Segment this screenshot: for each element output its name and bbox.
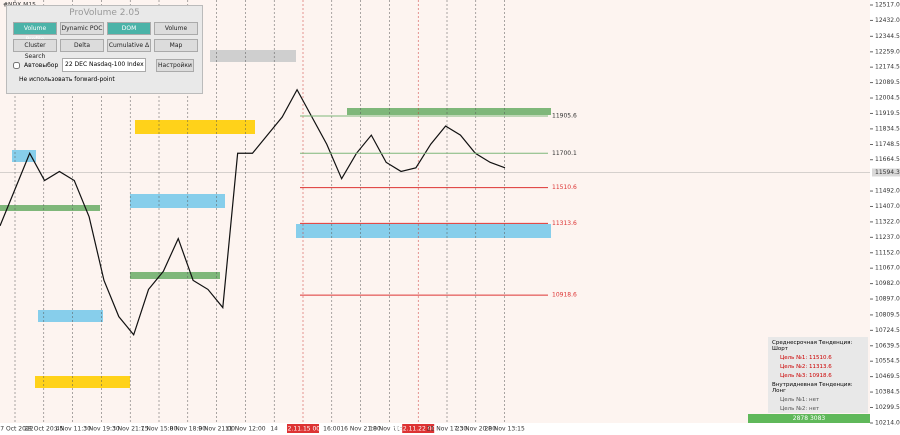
level-label: 11905.6 [552,112,577,119]
price-label: 12344.5 [875,33,900,40]
panel-button[interactable]: Volume Profile [13,22,57,43]
zone [130,194,225,208]
panel-button[interactable]: Delta [60,39,104,52]
time-label: 9 Nov 21:00 [198,426,235,433]
time-highlight [402,424,435,433]
price-label: 11748.5 [875,141,900,148]
info-line: Цель №1: нет [780,397,820,403]
price-label: 11237.0 [875,234,900,241]
zone [12,150,36,162]
info-box: Среднесрочная Тенденция: Шорт Цель №1: 11… [768,337,868,413]
price-label: 10639.5 [875,342,900,349]
panel-button[interactable]: Map [154,39,198,52]
price-label: 11919.5 [875,110,900,117]
info-line: Цель №3: 10918.6 [780,373,832,379]
price-label: 12174.5 [875,64,900,71]
time-label: 16:00 [323,426,340,433]
time-label: 21 Nov 17:30 [427,426,468,433]
time-label: 7 Nov 15:00 [141,426,178,433]
time-label: 28 Oct 20:45 [24,426,63,433]
price-label: 10384.5 [875,389,900,396]
time-label: 14 [270,426,278,433]
time-label: 2022.11.15 00:00 [276,426,330,433]
price-line [0,88,506,337]
time-axis-bg [0,423,870,435]
panel-button[interactable]: Dynamic POC [60,22,104,35]
price-axis-bg [870,0,900,435]
level-label: 10918.6 [552,292,577,299]
price-label: 11664.5 [875,156,900,163]
info-line: Среднесрочная Тенденция: Шорт [772,340,853,352]
panel-note: Не использовать forward-point [19,76,115,83]
zone [0,205,100,211]
time-label: 18 Nov 11:00 [369,426,410,433]
price-label: 12259.0 [875,48,900,55]
time-highlight [287,424,319,433]
price-label: 11067.0 [875,265,900,272]
zone [210,50,296,62]
time-label: 2022.11.22 00:00 [391,426,445,433]
current-price-box [872,168,900,177]
auto-checkbox[interactable] [13,61,20,69]
level-label: 11700.1 [552,150,577,157]
instrument-input[interactable]: 22 DEC Nasdaq-100 Index [62,58,146,72]
info-line: Цель №1: 11510.6 [780,355,832,361]
panel-title: ProVolume 2.05 [69,8,140,18]
price-label: 10724.5 [875,327,900,334]
time-label: 8 Nov 18:00 [169,426,206,433]
time-label: 11 Nov 12:00 [225,426,266,433]
level-label: 11313.6 [552,220,577,227]
zone [296,224,551,238]
price-label: 12517.0 [875,2,900,9]
price-label: 10299.5 [875,404,900,411]
price-label: 11322.0 [875,218,900,225]
info-line: Цель №2: нет [780,406,820,412]
info-line: Внутридневная Тенденция: Лонг [772,382,853,394]
price-label: 11492.0 [875,188,900,195]
info-line: Цель №2: 11313.6 [780,364,832,370]
current-price-label: 11594.3 [875,169,900,176]
checkbox-label: Автовыбор [24,61,59,69]
price-label: 12089.5 [875,79,900,86]
panel-button[interactable]: Volume [154,22,198,35]
price-label: 10554.5 [875,358,900,365]
zone [347,108,551,115]
price-label: 10809.5 [875,311,900,318]
zone [130,272,220,279]
time-label: 16 Nov 21:00 [340,426,381,433]
time-label: 27 Oct 2022 [0,426,34,433]
time-label: 28 Nov 13:15 [484,426,525,433]
level-label: 11510.6 [552,184,577,191]
price-label: 10897.0 [875,296,900,303]
panel-button[interactable]: Cumulative Δ [107,39,151,52]
settings-button[interactable]: Настройки [156,58,194,72]
time-label: 3 Nov 19:30 [83,426,120,433]
provolume-panel: ProVolume 2.05 Volume ProfileDynamic POC… [6,5,203,94]
price-label: 10982.0 [875,280,900,287]
price-label: 10469.5 [875,373,900,380]
instrument-row: Автовыбор 22 DEC Nasdaq-100 Index Настро… [13,58,202,72]
panel-button[interactable]: Cluster Search [13,39,57,60]
price-label: 10214.0 [875,420,900,427]
price-label: 12432.0 [875,17,900,24]
price-label: 11834.5 [875,125,900,132]
time-label: 3 Nov 21:15 [112,426,149,433]
time-label: 1 Nov 11:30 [54,426,91,433]
zone [135,120,255,134]
panel-button[interactable]: DOM [107,22,151,35]
zone [38,310,103,322]
volume-bar: 2878 3083 [748,414,870,423]
price-label: 11407.0 [875,203,900,210]
zone [35,376,130,388]
price-label: 12004.5 [875,95,900,102]
time-label: 23 Nov 20:00 [456,426,497,433]
price-label: 11152.0 [875,249,900,256]
